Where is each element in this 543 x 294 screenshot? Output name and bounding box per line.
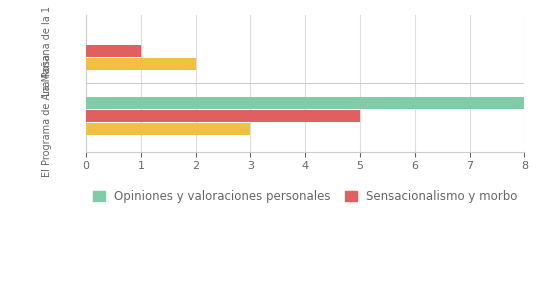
Bar: [86, 110, 360, 122]
Bar: [86, 123, 250, 135]
Legend: Opiniones y valoraciones personales, Sensacionalismo y morbo: Opiniones y valoraciones personales, Sen…: [93, 190, 517, 203]
Bar: [86, 97, 525, 109]
Bar: [86, 58, 195, 70]
Bar: [86, 45, 141, 57]
